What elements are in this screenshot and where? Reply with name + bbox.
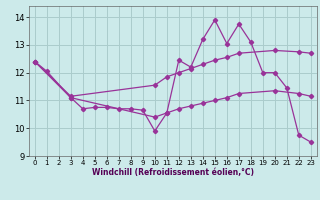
X-axis label: Windchill (Refroidissement éolien,°C): Windchill (Refroidissement éolien,°C) (92, 168, 254, 177)
